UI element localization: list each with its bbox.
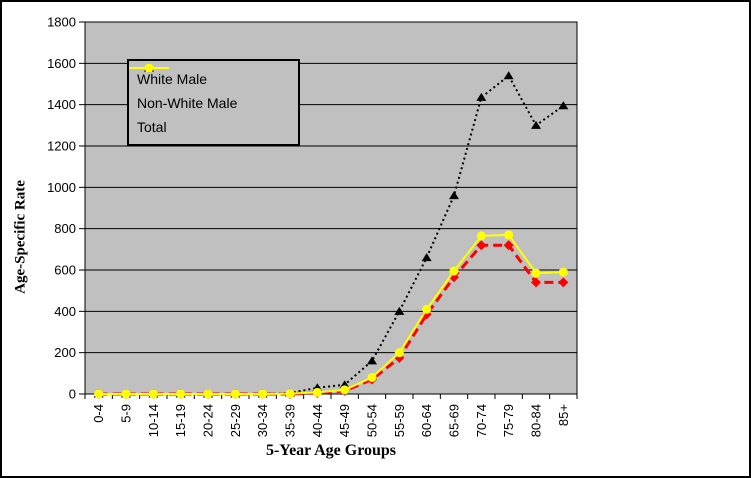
x-tick-label: 60-64 — [419, 404, 434, 437]
legend-item-total: Total — [129, 63, 291, 137]
y-tick-label: 1200 — [47, 139, 76, 154]
series-total-marker — [449, 266, 459, 276]
series-total-marker — [340, 385, 350, 395]
legend-label: Total — [137, 118, 167, 135]
series-total-marker — [203, 389, 213, 399]
y-axis-title: Age-Specific Rate — [12, 180, 29, 294]
x-tick-label: 20-24 — [201, 404, 216, 437]
series-white-male-marker — [503, 240, 514, 251]
x-tick-label: 50-54 — [365, 404, 380, 437]
series-total-marker — [148, 389, 158, 399]
series-total-line — [98, 233, 564, 395]
circle-marker-icon — [129, 63, 169, 73]
x-tick-label: 70-74 — [474, 404, 489, 437]
series-white-male-marker — [558, 277, 569, 288]
x-axis-title: 5-Year Age Groups — [265, 442, 397, 459]
y-tick-label: 0 — [69, 387, 76, 402]
series-non-white-male-marker — [367, 356, 377, 365]
x-tick-label: 75-79 — [501, 404, 516, 437]
series-non-white-male-marker — [449, 191, 459, 200]
series-non-white-male-marker — [531, 120, 541, 129]
y-tick-label: 1400 — [47, 97, 76, 112]
series-total-marker — [230, 389, 240, 399]
x-tick-label: 5-9 — [119, 404, 134, 423]
series-total-marker — [504, 230, 514, 240]
legend-label: Non-White Male — [137, 94, 238, 111]
y-tick-label: 400 — [54, 304, 76, 319]
x-tick-label: 45-49 — [337, 404, 352, 437]
y-tick-label: 1800 — [47, 15, 76, 30]
x-tick-label: 65-69 — [447, 404, 462, 437]
legend-item-non-white-male: Non-White Male — [129, 63, 291, 113]
y-tick-label: 600 — [54, 263, 76, 278]
y-tick-label: 1000 — [47, 180, 76, 195]
x-tick-label: 55-59 — [392, 404, 407, 437]
series-total-marker — [258, 389, 268, 399]
series-non-white-male-marker — [503, 71, 514, 80]
y-tick-label: 200 — [54, 345, 76, 360]
x-tick-label: 25-29 — [228, 404, 243, 437]
series-white-male-marker — [476, 240, 487, 251]
series-total-marker — [422, 304, 432, 314]
x-tick-label: 10-14 — [146, 404, 161, 437]
series-white-male-marker — [531, 277, 541, 288]
series-total-marker — [312, 387, 322, 397]
series-non-white-male-marker — [421, 253, 432, 262]
legend-label: White Male — [137, 70, 208, 87]
x-tick-label: 35-39 — [283, 404, 298, 437]
series-total-marker — [367, 372, 377, 382]
series-total-marker — [558, 267, 568, 277]
x-tick-label: 80-84 — [529, 404, 544, 437]
x-tick-label: 30-34 — [255, 404, 270, 437]
y-tick-label: 1600 — [47, 56, 76, 71]
y-tick-label: 800 — [54, 221, 76, 236]
series-non-white-male-line — [98, 74, 564, 395]
series-non-white-male-marker — [394, 306, 405, 315]
legend: White Male Non-White Male Total — [127, 59, 300, 146]
x-tick-label: 0-4 — [91, 404, 106, 423]
series-non-white-male-marker — [476, 92, 487, 101]
series-non-white-male-marker — [558, 101, 569, 110]
x-tick-label: 15-19 — [173, 404, 188, 437]
series-total-marker — [94, 389, 104, 399]
series-total-marker — [531, 268, 541, 278]
series-total-marker — [176, 389, 186, 399]
x-tick-label: 40-44 — [310, 404, 325, 437]
x-tick-label: 85+ — [556, 404, 571, 426]
series-total-marker — [394, 348, 404, 358]
series-total-marker — [476, 231, 486, 241]
series-total-marker — [285, 389, 295, 399]
series-total-marker — [121, 389, 131, 399]
